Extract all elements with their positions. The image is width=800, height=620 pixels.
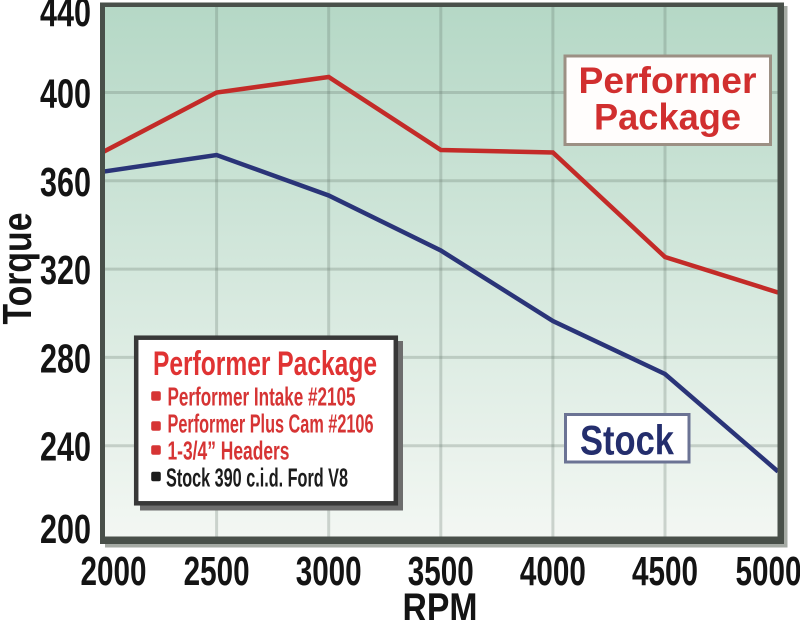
svg-text:240: 240 [40, 424, 91, 470]
svg-text:360: 360 [40, 159, 91, 205]
svg-text:400: 400 [40, 71, 91, 117]
svg-text:Performer Package: Performer Package [153, 345, 377, 383]
svg-text:5000: 5000 [736, 548, 800, 594]
svg-text:Performer Plus Cam #2106: Performer Plus Cam #2106 [168, 409, 374, 439]
svg-text:280: 280 [40, 335, 91, 381]
svg-text:Performer Intake #2105: Performer Intake #2105 [168, 382, 356, 412]
svg-text:Stock 390 c.i.d. Ford V8: Stock 390 c.i.d. Ford V8 [166, 463, 348, 493]
svg-text:RPM: RPM [403, 585, 478, 620]
svg-text:4500: 4500 [632, 548, 698, 594]
svg-text:Torque: Torque [0, 213, 40, 325]
svg-text:320: 320 [40, 247, 91, 293]
svg-text:2500: 2500 [184, 548, 250, 594]
svg-text:Stock: Stock [580, 417, 675, 464]
svg-text:200: 200 [40, 506, 91, 552]
svg-text:3000: 3000 [296, 548, 362, 594]
svg-text:1-3/4” Headers: 1-3/4” Headers [168, 436, 290, 466]
svg-text:Package: Package [594, 97, 741, 138]
svg-text:4000: 4000 [520, 548, 586, 594]
svg-text:440: 440 [40, 0, 91, 35]
svg-text:Performer: Performer [579, 60, 757, 101]
svg-text:2000: 2000 [81, 548, 147, 594]
svg-text:3500: 3500 [408, 548, 474, 594]
